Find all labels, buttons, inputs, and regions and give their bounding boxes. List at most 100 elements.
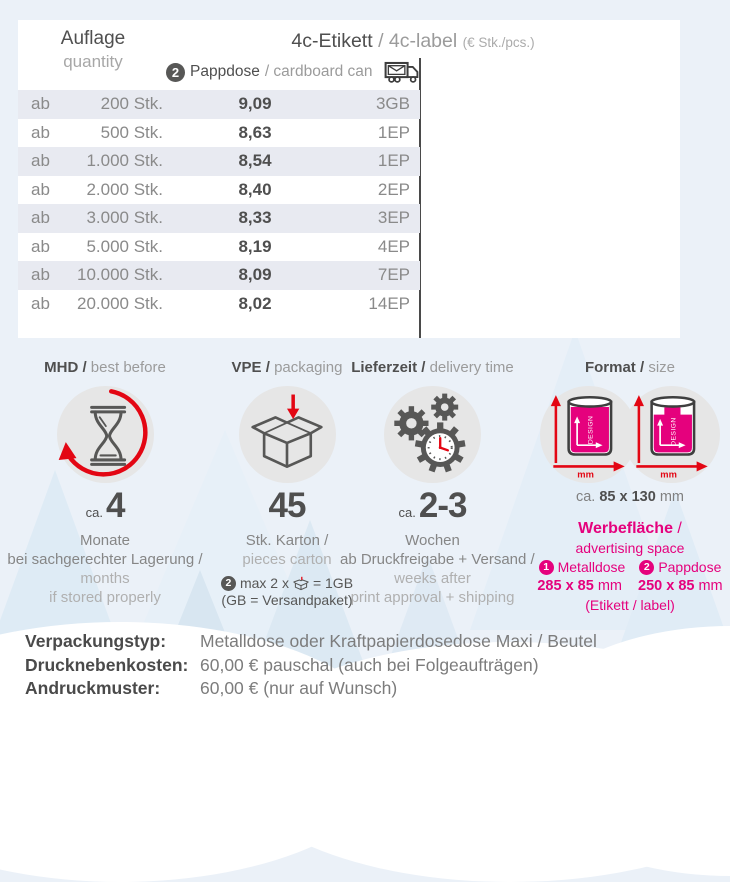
row-price: 8,63 <box>238 122 272 142</box>
item-name: Pappdose <box>658 559 722 575</box>
feature-line: bei sachgerechter Lagerung / <box>7 551 203 568</box>
item-size-unit: mm <box>694 578 723 594</box>
feature-value: ca.2-3 <box>340 488 525 531</box>
hourglass-icon <box>56 386 154 483</box>
quantity-header-en: quantity <box>63 52 123 71</box>
ad-item-cardboard-can: 2 Pappdose <box>639 557 721 577</box>
price-table: ab 200 Stk. 9,09 3GB ab 500 Stk. 8,63 1E… <box>18 90 420 318</box>
note-text: max 2 x <box>239 575 289 591</box>
value-number: 2-3 <box>418 486 468 525</box>
format-icons: DESIGN mm DESIGN <box>537 386 723 483</box>
row-quantity: 2.000 Stk. <box>86 179 163 199</box>
feature-line: print approval + shipping <box>350 589 515 606</box>
item-size: 250 x 85 <box>638 578 695 594</box>
mini-box-icon <box>293 576 309 590</box>
feature-line: pieces carton <box>242 551 332 568</box>
footer-label: Verpackungstyp: <box>25 631 167 651</box>
ad-note: (Etikett / label) <box>585 597 675 613</box>
row-prefix: ab <box>31 293 50 313</box>
row-quantity: 3.000 Stk. <box>86 208 163 228</box>
note-text: = 1GB <box>312 575 354 591</box>
format-size-value: ca. 85 x 130 mm <box>537 489 723 505</box>
advertising-space-block: Werbefläche / advertising space 1 Metall… <box>537 519 723 615</box>
label-header-en: / 4c-label <box>378 30 463 52</box>
row-price: 8,02 <box>238 293 272 313</box>
row-prefix: ab <box>31 179 50 199</box>
quantity-header-de: Auflage <box>60 28 126 49</box>
ad-item-metal-can: 1 Metalldose <box>538 557 626 577</box>
feature-value: ca.4 <box>5 488 205 531</box>
row-price: 9,09 <box>238 94 272 114</box>
row-code: 3GB <box>375 94 410 114</box>
row-prefix: ab <box>31 236 50 256</box>
row-quantity: 200 Stk. <box>100 94 163 114</box>
feature-title-en: delivery time <box>429 359 514 376</box>
feature-title-de: Lieferzeit / <box>351 359 426 376</box>
variant-name-en: / cardboard can <box>264 63 373 80</box>
label-header-unit: (€ Stk./pcs.) <box>462 35 535 50</box>
table-divider-line <box>419 58 421 338</box>
table-row: ab 5.000 Stk. 8,19 4EP <box>18 233 420 262</box>
feature-title: Format / size <box>537 358 723 377</box>
shipping-truck-icon <box>384 61 418 83</box>
ad-title-de: Werbefläche <box>578 520 673 537</box>
feature-title-de: VPE / <box>231 359 270 376</box>
item-name: Metalldose <box>557 559 626 575</box>
row-code: 14EP <box>368 293 410 313</box>
feature-format-size: Format / size DESIGN mm <box>537 358 723 615</box>
table-row: ab 1.000 Stk. 8,54 1EP <box>18 147 420 176</box>
feature-line: Wochen <box>405 532 460 549</box>
can-design-label: DESIGN <box>587 415 594 444</box>
footer-row: Verpackungstyp: Metalldose oder Kraftpap… <box>25 630 597 654</box>
footer-label: Andruckmuster: <box>25 678 161 698</box>
table-row: ab 20.000 Stk. 8,02 14EP <box>18 290 420 319</box>
row-prefix: ab <box>31 208 50 228</box>
snow-base <box>0 688 730 719</box>
row-code: 1EP <box>377 122 410 142</box>
ad-title-slash: / <box>672 520 682 537</box>
label-header-de: 4c-Etikett <box>291 30 379 52</box>
footer-label: Drucknebenkosten: <box>25 654 189 675</box>
column-header-quantity: Auflage quantity <box>18 27 168 72</box>
row-price: 8,54 <box>238 151 272 171</box>
feature-title-en: best before <box>90 359 166 376</box>
footer-row: Drucknebenkosten: 60,00 € pauschal (auch… <box>25 654 597 678</box>
size-number: 85 x 130 <box>599 489 656 505</box>
size-prefix: ca. <box>575 489 600 505</box>
row-code: 1EP <box>377 151 410 171</box>
row-price: 8,09 <box>238 265 272 285</box>
axis-unit-label: mm <box>660 469 677 479</box>
row-quantity: 20.000 Stk. <box>76 293 163 313</box>
row-code: 7EP <box>377 265 410 285</box>
feature-title-en: packaging <box>274 359 343 376</box>
feature-delivery-time: Lieferzeit / delivery time <box>340 358 535 607</box>
feature-line: weeks after <box>394 570 471 587</box>
open-box-icon <box>238 386 336 483</box>
row-code: 3EP <box>377 208 410 228</box>
ad-subtitle: advertising space <box>575 540 685 556</box>
ad-sizes: 285 x 85 mm 250 x 85 mm <box>537 577 723 596</box>
cardboard-can-icon: DESIGN mm <box>623 386 720 483</box>
row-quantity: 1.000 Stk. <box>86 151 163 171</box>
feature-title-en: size <box>648 359 676 376</box>
feature-line: months <box>80 570 130 587</box>
size-unit: mm <box>655 489 684 505</box>
ad-title: Werbefläche / <box>537 519 723 539</box>
footer-row: Andruckmuster: 60,00 € (nur auf Wunsch) <box>25 677 597 701</box>
row-prefix: ab <box>31 151 50 171</box>
item-number-badge: 1 <box>538 559 554 575</box>
value-number: 4 <box>105 486 125 525</box>
row-price: 8,40 <box>238 179 272 199</box>
feature-title: Lieferzeit / delivery time <box>340 358 525 377</box>
table-row: ab 3.000 Stk. 8,33 3EP <box>18 204 420 233</box>
footer-value: 60,00 € pauschal (auch bei Folgeaufträge… <box>200 654 539 675</box>
feature-packaging: VPE / packaging 45 Stk. Karton / pieces … <box>197 358 377 609</box>
price-sheet-page: { "colors":{"magenta":"#e5017d","red":"#… <box>0 20 730 882</box>
feature-best-before: MHD / best before ca.4 Monate bei sachge… <box>5 358 205 607</box>
axis-unit-label: mm <box>577 469 594 479</box>
variant-number-badge: 2 <box>166 62 185 82</box>
row-code: 2EP <box>377 179 410 199</box>
row-price: 8,33 <box>238 208 272 228</box>
metal-can-icon: DESIGN mm <box>540 386 637 483</box>
feature-title: VPE / packaging <box>197 358 377 377</box>
